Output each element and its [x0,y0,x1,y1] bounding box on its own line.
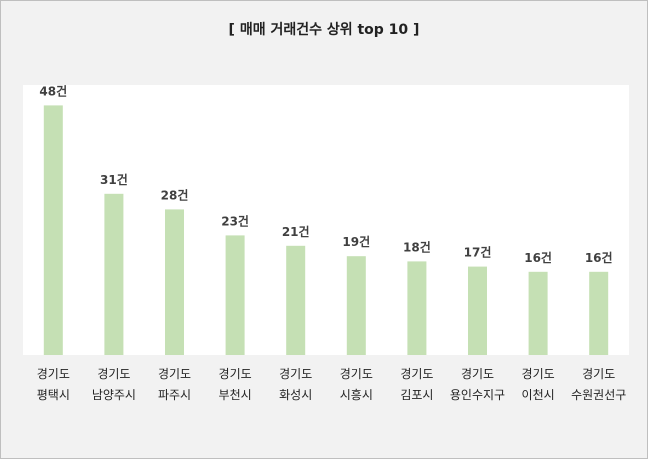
bar-7 [468,266,487,355]
data-label-7: 17건 [464,245,492,260]
category-label-6-1: 김포시 [400,388,433,402]
category-label-9-1: 수원권선구 [571,388,626,402]
category-label-5-0: 경기도 [340,367,373,381]
bar-8 [528,271,548,355]
bar-0 [43,105,63,356]
data-label-2: 28건 [161,187,189,202]
category-label-2-1: 파주시 [158,388,191,402]
category-label-9-0: 경기도 [582,367,615,381]
category-label-4-0: 경기도 [279,367,312,381]
category-label-7-1: 용인수지구 [450,388,505,402]
bar-9 [589,271,609,355]
category-label-0-0: 경기도 [37,367,70,381]
data-label-9: 16건 [585,250,613,265]
category-label-8-0: 경기도 [522,367,555,381]
category-label-4-1: 화성시 [279,388,312,402]
chart-title: [ 매매 거래건수 상위 top 10 ] [228,22,420,38]
plot-area [23,85,629,355]
data-label-1: 31건 [100,172,128,187]
category-label-0-1: 평택시 [37,388,70,402]
data-label-0: 48건 [39,83,67,98]
category-label-6-0: 경기도 [400,367,433,381]
category-label-2-0: 경기도 [158,367,191,381]
data-label-6: 18건 [403,239,431,254]
category-label-5-1: 시흥시 [340,388,373,402]
bar-1 [104,193,124,355]
bar-2 [165,209,184,355]
category-label-3-0: 경기도 [219,367,252,381]
data-label-8: 16건 [524,250,552,265]
category-label-1-1: 남양주시 [92,388,136,402]
bar-4 [286,245,306,355]
bar-5 [346,256,366,355]
category-label-3-1: 부천시 [219,387,252,402]
data-label-5: 19건 [342,234,370,249]
bar-3 [225,235,245,355]
data-label-4: 21건 [282,224,310,239]
category-label-1-0: 경기도 [97,367,130,381]
data-label-3: 23건 [221,213,249,228]
bar-6 [407,261,427,355]
category-label-8-1: 이천시 [522,387,555,402]
category-label-7-0: 경기도 [461,367,494,381]
